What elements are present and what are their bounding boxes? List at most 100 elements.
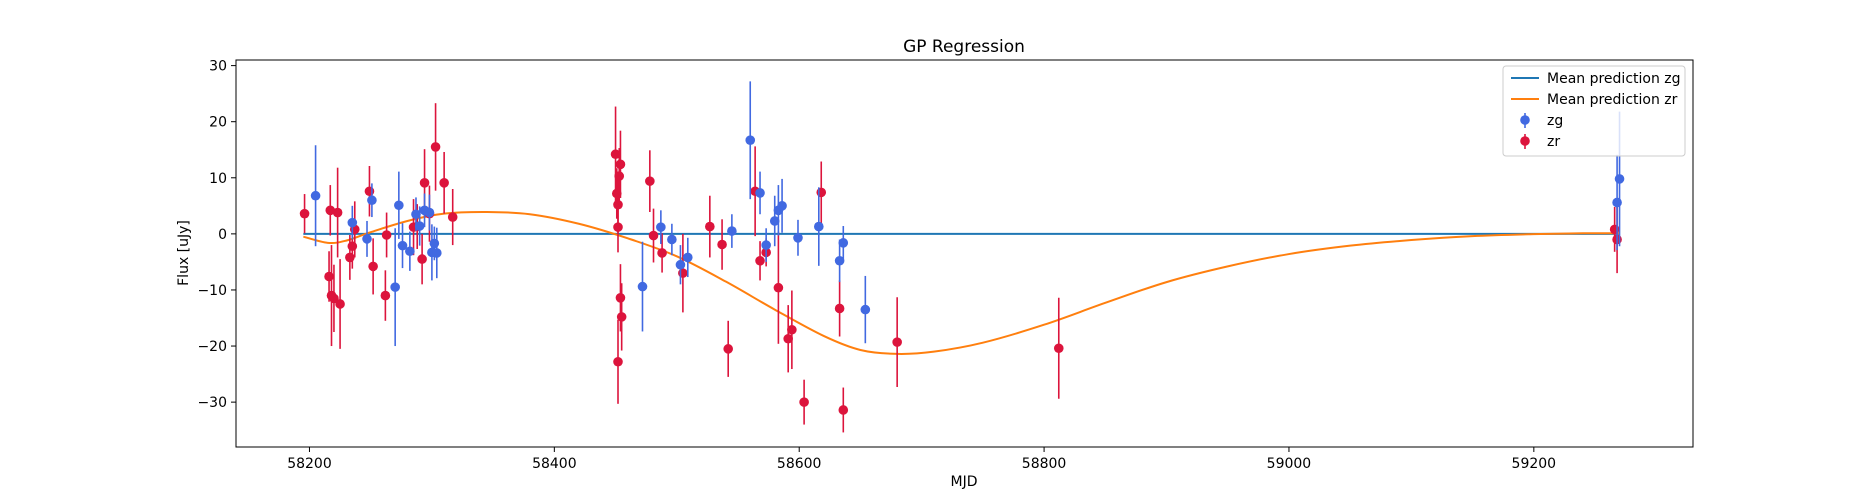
zg-data-point	[727, 226, 737, 236]
zr-data-point	[610, 149, 621, 160]
zr-data-point	[783, 333, 793, 344]
y-tick-label: −30	[197, 395, 227, 411]
zr-data-point	[834, 303, 845, 314]
zr-data-point	[335, 299, 345, 309]
legend-label-zg: zg	[1547, 113, 1563, 129]
zg-data-point	[347, 217, 358, 228]
legend-label-zr: zr	[1547, 134, 1560, 150]
zr-data-point	[364, 186, 375, 197]
zg-data-point	[814, 221, 824, 232]
legend-box	[1502, 65, 1686, 157]
zr-data-point	[816, 187, 827, 198]
zg-data-point	[1614, 174, 1625, 184]
y-tick-label: −20	[197, 339, 227, 355]
zr-data-point	[723, 344, 733, 354]
zr-data-point	[1053, 343, 1064, 354]
x-tick-label: 59200	[1512, 456, 1557, 472]
zr-data-point	[325, 205, 336, 216]
y-tick-label: 0	[218, 227, 227, 243]
zr-data-point	[299, 208, 310, 219]
zr-data-point	[616, 312, 627, 322]
zr-data-point	[329, 293, 339, 304]
x-tick-label: 58800	[1022, 456, 1067, 472]
x-axis: 58200 58400 58600 58800 59000 59200	[287, 447, 1556, 472]
zr-data-point	[347, 241, 358, 252]
legend-label-zr-mean: Mean prediction zr	[1547, 92, 1678, 108]
x-tick-label: 58200	[287, 456, 332, 472]
legend: Mean prediction zg Mean prediction zr zg…	[1502, 65, 1686, 157]
zg-data-point	[777, 201, 787, 211]
zg-data-point	[390, 282, 400, 292]
zg-data-point	[310, 190, 321, 201]
zr-data-point	[613, 356, 623, 367]
zr-data-point	[657, 248, 667, 258]
zr-data-point	[332, 207, 343, 218]
zg-data-point	[424, 207, 435, 218]
zg-data-point	[793, 232, 803, 243]
zg-data-point	[656, 222, 666, 232]
y-tick-label: 10	[209, 171, 227, 187]
zg-data-point	[745, 135, 756, 146]
zr-data-point	[705, 221, 715, 232]
x-tick-label: 58400	[532, 456, 577, 472]
zg-data-point	[1612, 197, 1622, 208]
zg-data-point	[838, 238, 849, 248]
zg-data-point	[431, 248, 442, 258]
zr-data-point	[324, 271, 334, 282]
zr-data-point	[892, 337, 902, 347]
x-tick-label: 59000	[1267, 456, 1312, 472]
zg-data-point	[405, 246, 415, 257]
zg-data-point	[675, 259, 686, 270]
zr-data-point	[648, 230, 659, 241]
zg-data-point	[429, 238, 440, 249]
series-zg	[310, 81, 1625, 347]
zr-data-point	[345, 252, 355, 263]
plot-content	[299, 81, 1625, 433]
zg-data-point	[397, 240, 408, 251]
zg-data-point	[860, 304, 871, 315]
y-axis: −30 −20 −10 0 10 20 30	[197, 59, 236, 411]
y-tick-label: 30	[209, 59, 227, 75]
zr-data-point	[787, 324, 797, 335]
x-axis-label: MJD	[951, 474, 978, 490]
zg-data-point	[414, 221, 425, 231]
zg-data-point	[637, 281, 648, 292]
zr-data-point	[380, 290, 391, 301]
zr-data-point	[439, 178, 449, 188]
mean-prediction-zr-line	[303, 210, 1620, 355]
zr-data-point	[1609, 224, 1620, 235]
zr-data-point	[645, 176, 655, 186]
series-zr	[299, 103, 1622, 433]
zr-data-point	[678, 268, 688, 278]
y-axis-label: Flux [uJy]	[176, 220, 192, 286]
zr-data-point	[755, 255, 765, 266]
axes-frame	[235, 59, 1694, 448]
zr-data-point	[615, 293, 626, 303]
y-tick-label: −10	[197, 283, 227, 299]
zr-data-point	[419, 178, 430, 188]
zr-data-point	[368, 261, 378, 272]
zg-data-point	[769, 216, 780, 226]
zg-data-point	[667, 234, 677, 245]
plot-area	[299, 81, 1625, 433]
zr-data-point	[381, 230, 392, 240]
zr-data-point	[417, 254, 427, 264]
legend-label-zg-mean: Mean prediction zg	[1547, 71, 1681, 87]
legend-zr-marker-swatch	[1520, 136, 1530, 146]
zg-data-point	[394, 200, 404, 211]
zr-data-point	[447, 212, 458, 222]
zr-data-point	[717, 239, 727, 250]
zg-data-point	[761, 240, 771, 250]
zr-data-point	[799, 397, 809, 407]
zr-data-point	[615, 159, 626, 170]
zg-data-point	[682, 252, 693, 263]
zg-data-point	[755, 188, 765, 198]
y-tick-label: 20	[209, 115, 227, 131]
zr-data-point	[838, 405, 849, 415]
legend-zg-marker-swatch	[1520, 115, 1530, 125]
zr-data-point	[613, 222, 623, 232]
zg-data-point	[834, 255, 845, 266]
zr-data-point	[430, 142, 441, 152]
chart-title: GP Regression	[903, 37, 1025, 57]
